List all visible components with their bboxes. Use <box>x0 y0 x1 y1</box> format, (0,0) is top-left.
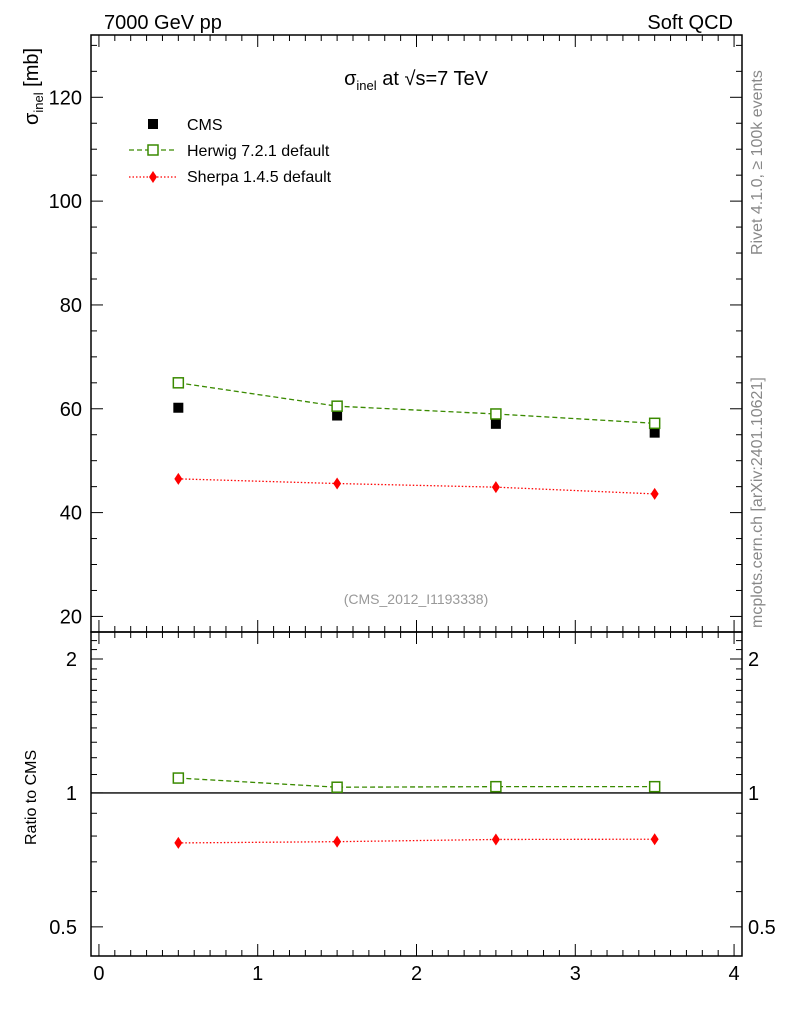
analysis-watermark: (CMS_2012_I1193338) <box>344 591 489 607</box>
y-label-symbol: σ <box>21 112 43 125</box>
main-sherpa-point <box>650 487 659 500</box>
main-y-axis-label: σinel [mb] <box>21 48 46 125</box>
y-label-rest: [mb] <box>21 48 43 92</box>
main-y-ticks: 20 40 60 80 100 120 <box>49 44 742 628</box>
y-tick-label: 100 <box>49 191 82 213</box>
ratio-herwig-point <box>648 780 661 793</box>
y-tick-label: 60 <box>60 399 82 421</box>
legend-sherpa-label: Sherpa 1.4.5 default <box>187 169 332 186</box>
y-tick-label: 120 <box>49 87 82 109</box>
ratio-herwig-point <box>331 781 343 793</box>
ratio-herwig-point <box>490 780 502 793</box>
main-cms-point <box>173 402 184 413</box>
main-title: σinel at √s=7 TeV <box>344 68 488 93</box>
y-tick-label: 80 <box>60 295 82 317</box>
ratio-sherpa-point <box>491 833 500 846</box>
ratio-y-axis-label: Ratio to CMS <box>23 750 40 845</box>
y-tick-label: 40 <box>60 503 82 525</box>
x-tick-label: 3 <box>570 963 581 985</box>
x-tick-label: 1 <box>252 963 263 985</box>
ratio-tick-label-left: 0.5 <box>49 917 77 939</box>
main-sherpa-point <box>491 481 500 494</box>
main-herwig-point <box>490 408 502 420</box>
x-tick-label: 4 <box>728 963 739 985</box>
main-sherpa-point <box>174 472 183 485</box>
ratio-sherpa-point <box>174 836 183 849</box>
ratio-sherpa-point <box>650 833 659 846</box>
ratio-tick-label-right: 2 <box>748 649 759 671</box>
ratio-sherpa-line <box>178 838 655 844</box>
y-tick-label: 20 <box>60 606 82 628</box>
main-herwig-point <box>331 400 343 412</box>
legend-cms-marker <box>148 119 158 129</box>
main-herwig-point <box>648 417 661 430</box>
legend-sherpa-marker <box>149 171 157 183</box>
ratio-herwig-point <box>172 772 185 784</box>
header-right: Soft QCD <box>647 12 733 34</box>
ratio-y-ticks: 0.5 0.5 1 1 2 2 <box>49 640 776 939</box>
main-title-symbol: σ <box>344 68 357 90</box>
main-title-subscript: inel <box>356 78 376 93</box>
main-cms-point <box>490 418 501 429</box>
x-tick-label: 0 <box>93 963 104 985</box>
legend-cms-label: CMS <box>187 117 223 134</box>
header-left: 7000 GeV pp <box>104 12 222 34</box>
data-marks <box>172 377 661 849</box>
ratio-tick-label-left: 1 <box>66 783 77 805</box>
main-herwig-point <box>172 377 185 389</box>
ratio-tick-label-right: 1 <box>748 783 759 805</box>
legend: CMS Herwig 7.2.1 default Sherpa 1.4.5 de… <box>129 117 332 186</box>
main-sherpa-line <box>178 478 655 495</box>
x-ticks: 0 1 2 3 4 <box>93 35 740 985</box>
main-cms-point <box>332 410 343 421</box>
ratio-tick-label-left: 2 <box>66 649 77 671</box>
mcplots-source-text: mcplots.cern.ch [arXiv:2401.10621] <box>749 377 766 628</box>
ratio-sherpa-point <box>333 835 342 848</box>
main-cms-point <box>649 427 660 438</box>
y-label-subscript: inel <box>31 92 46 112</box>
legend-herwig-marker <box>147 144 159 156</box>
ratio-herwig-line <box>178 777 655 788</box>
rivet-version-text: Rivet 4.1.0, ≥ 100k events <box>749 70 766 255</box>
main-sherpa-point <box>333 477 342 490</box>
legend-herwig-label: Herwig 7.2.1 default <box>187 143 330 160</box>
ratio-panel-frame <box>90 631 743 957</box>
x-tick-label: 2 <box>411 963 422 985</box>
main-title-rest: at √s=7 TeV <box>377 68 489 90</box>
ratio-tick-label-right: 0.5 <box>748 917 776 939</box>
main-herwig-line <box>178 382 655 424</box>
